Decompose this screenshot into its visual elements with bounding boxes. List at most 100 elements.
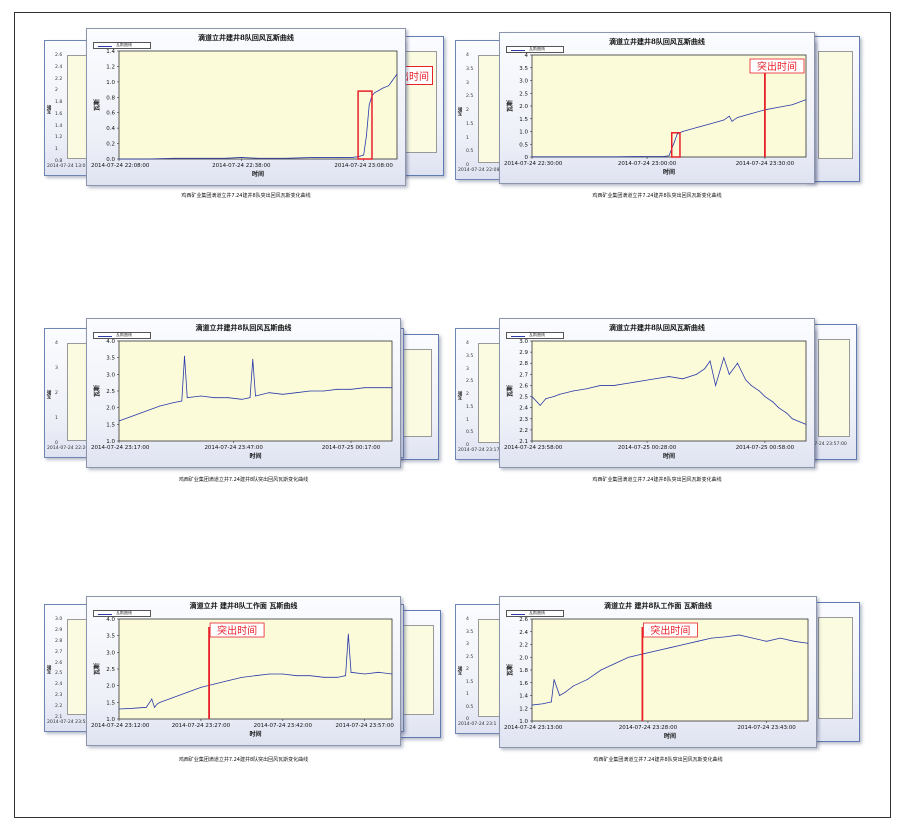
y-tick-label: 2.0	[106, 684, 115, 690]
x-axis-label: 时间	[249, 452, 261, 460]
background-y-tick: 0.5	[466, 704, 474, 710]
background-x-tick: 2014-07-24 23:57:00	[798, 442, 847, 447]
data-point	[531, 156, 533, 158]
x-tick-label: 2014-07-25 00:17:00	[322, 445, 381, 451]
data-point	[257, 157, 259, 159]
chart-window: 滴道立井建井8队回风瓦斯曲线 瓦斯曲线 0.0 0.2 0.4 0.6 0.8 1.0 1.2 1…	[86, 28, 406, 186]
legend-label: 瓦斯曲线	[529, 332, 545, 337]
figure-caption: 鸡西矿业集团滴道立井7.24建井8队突出回风瓦斯变化曲线	[181, 193, 311, 199]
x-tick-label: 2014-07-24 23:42:00	[254, 723, 313, 729]
data-point	[145, 706, 147, 708]
background-y-tick: 3	[466, 80, 469, 86]
data-point	[641, 156, 642, 157]
x-axis-label: 时间	[249, 730, 261, 738]
legend-label: 瓦斯曲线	[116, 332, 132, 337]
data-point	[364, 673, 366, 675]
data-point	[668, 155, 670, 157]
data-point	[586, 156, 588, 158]
x-tick-label: 2014-07-24 23:47:00	[204, 445, 263, 451]
outburst-label-box	[749, 58, 805, 74]
y-tick-label: 0.0	[106, 157, 115, 163]
data-point	[118, 708, 120, 710]
data-point	[724, 636, 726, 638]
y-tick-label: 2.1	[519, 439, 528, 445]
data-point	[738, 634, 740, 636]
background-y-tick: 2.5	[466, 94, 474, 100]
data-point	[737, 362, 738, 364]
data-point	[252, 358, 254, 360]
data-point	[613, 385, 615, 386]
data-point	[227, 397, 229, 399]
data-point	[240, 157, 242, 158]
data-point	[184, 355, 185, 357]
data-point	[132, 707, 134, 709]
chart-svg: 2.1 2.2 2.3 2.4 2.5 2.6 2.7 2.8 2.9 3.0 2014-07-24…	[504, 339, 807, 460]
data-point	[676, 133, 678, 135]
data-point	[154, 706, 155, 708]
data-point	[224, 157, 226, 159]
data-point	[360, 155, 362, 157]
background-y-tick: 0	[55, 441, 58, 446]
data-point	[396, 73, 398, 75]
data-point	[704, 368, 706, 370]
chart-window: 滴道立井建井8队回风瓦斯曲线 瓦斯曲线 0 0.5 1.0 1.5 2.0 2.5 3.0 3.5…	[499, 32, 815, 184]
chart-panel-4: 2014-07-24 23:57:00 4 3.5 3 2.5 2 1.5 1 0.5 0 瓦斯 20…	[455, 318, 875, 490]
chart-title: 滴道立井建井8队回风瓦斯曲线	[609, 37, 705, 46]
outburst-label: 突出时间	[650, 624, 690, 637]
y-tick-label: 3.0	[106, 372, 115, 378]
data-point	[731, 120, 733, 122]
y-tick-label: 4	[525, 53, 529, 59]
background-y-tick: 2.4	[55, 682, 63, 688]
y-tick-label: 1.0	[519, 719, 528, 725]
data-point	[750, 113, 752, 115]
background-y-tick: 2.5	[55, 671, 63, 677]
y-tick-label: 0.6	[106, 111, 115, 117]
data-point	[145, 410, 147, 412]
data-point	[550, 701, 552, 703]
y-tick-label: 1.0	[106, 439, 115, 445]
x-tick-label: 2014-07-25 00:28:00	[618, 445, 677, 451]
data-point	[345, 675, 346, 677]
data-point	[786, 412, 788, 414]
data-point	[655, 650, 657, 652]
data-point	[752, 637, 754, 639]
background-y-tick: 1	[55, 147, 58, 153]
y-tick-label: 1.6	[519, 681, 528, 687]
chart-panel-5: 3.0 2.9 2.8 2.7 2.6 2.5 2.4 2.3 2.2 2.1 瓦斯 2014-07-…	[44, 596, 444, 772]
highlight-box	[670, 132, 681, 158]
y-tick-label: 1.0	[106, 80, 115, 86]
data-point	[146, 158, 148, 160]
y-tick-label: 0.8	[106, 95, 115, 101]
data-point	[674, 141, 675, 143]
x-axis-label: 时间	[663, 168, 675, 176]
background-x-tick: 2014-07-24 22:08	[458, 168, 500, 173]
chart-legend: 瓦斯曲线	[93, 332, 151, 339]
data-point	[723, 119, 725, 121]
data-point	[539, 405, 541, 406]
chart-svg: 0.0 0.2 0.4 0.6 0.8 1.0 1.2 1.4 2014-07-24 22:08…	[91, 49, 398, 178]
background-y-tick: 3.5	[466, 629, 474, 635]
chart-title: 滴道立井建井8队回风瓦斯曲线	[195, 323, 292, 332]
y-tick-label: 1.0	[519, 130, 528, 136]
background-x-tick: 2014-07-24 23:58	[47, 720, 89, 725]
data-point	[553, 679, 555, 680]
data-point	[391, 387, 393, 389]
background-y-tick: 3	[55, 366, 58, 371]
background-y-tick: 3.5	[466, 66, 474, 72]
data-point	[586, 679, 588, 680]
y-tick-label: 3.0	[519, 339, 528, 345]
background-x-tick: 2014-07-24 13:0	[47, 164, 86, 169]
background-y-tick: 2	[466, 108, 469, 113]
data-point	[214, 397, 215, 399]
x-tick-label: 2014-07-24 23:13:00	[504, 725, 563, 731]
data-point	[750, 385, 752, 386]
data-point	[613, 156, 615, 158]
data-point	[696, 127, 697, 129]
data-point	[374, 92, 376, 94]
data-point	[600, 385, 601, 386]
highlight-box	[357, 90, 373, 160]
data-point	[709, 123, 711, 125]
background-y-axis-label: 瓦斯	[47, 665, 52, 675]
background-plot-area	[402, 349, 432, 437]
data-point	[347, 633, 349, 635]
